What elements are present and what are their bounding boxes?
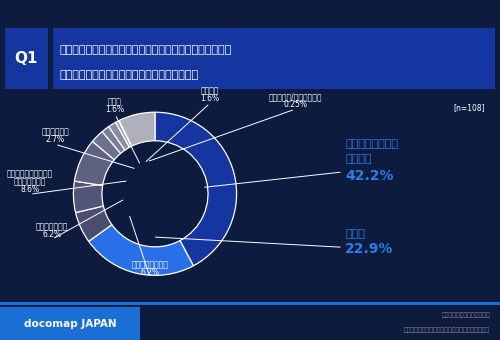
Wedge shape [102,126,125,153]
Wedge shape [108,122,130,150]
Text: 42.2%: 42.2% [345,169,394,183]
Text: 到着時の遅延: 到着時の遅延 [41,127,69,136]
Text: 最もストレスに感じることを教えてください。: 最もストレスに感じることを教えてください。 [60,70,199,80]
Wedge shape [92,132,120,160]
Text: 2.7%: 2.7% [46,135,64,144]
Text: 荷待ち: 荷待ち [345,229,365,239]
Text: 顧客からの圧力: 顧客からの圧力 [36,222,68,231]
Text: 6.2%: 6.2% [140,268,160,277]
FancyBboxPatch shape [0,302,500,305]
Wedge shape [88,225,194,275]
Text: 22.9%: 22.9% [345,242,394,256]
Text: 6.2%: 6.2% [42,230,62,239]
Wedge shape [76,206,112,241]
FancyBboxPatch shape [52,28,495,89]
Text: 1.6%: 1.6% [200,94,220,103]
Text: 0.25%: 0.25% [283,100,307,109]
Text: 取りづらいこと: 取りづらいこと [14,177,46,186]
Wedge shape [74,141,114,186]
Text: あなたがトラックドライバーとして勤務しているなかで、: あなたがトラックドライバーとして勤務しているなかで、 [60,45,232,55]
FancyBboxPatch shape [5,28,48,89]
Wedge shape [155,112,236,266]
Wedge shape [74,181,104,212]
Text: その他: その他 [108,97,122,106]
Text: 1.6%: 1.6% [106,105,124,114]
Text: 荷物の積み下ろし: 荷物の積み下ろし [132,260,168,269]
Text: わからない/答えられない: わからない/答えられない [268,92,322,101]
Text: コミュニケーションが: コミュニケーションが [7,169,53,178]
FancyBboxPatch shape [0,307,140,340]
Text: Q1: Q1 [14,51,38,66]
Text: docomap JAPAN: docomap JAPAN [24,320,116,329]
Wedge shape [119,112,155,146]
Wedge shape [116,120,132,147]
Text: 交通事情: 交通事情 [345,154,372,164]
Text: 事故や渋滞などの: 事故や渋滞などの [345,139,398,149]
Text: 8.6%: 8.6% [20,185,40,194]
Text: トラックドライバーの「荷待ち」に関する実態調査: トラックドライバーの「荷待ち」に関する実態調査 [404,327,490,333]
Text: 特にない: 特にない [201,86,219,95]
Text: 株式会社ドコマップジャパン: 株式会社ドコマップジャパン [442,313,490,318]
Text: [n=108]: [n=108] [454,103,485,112]
